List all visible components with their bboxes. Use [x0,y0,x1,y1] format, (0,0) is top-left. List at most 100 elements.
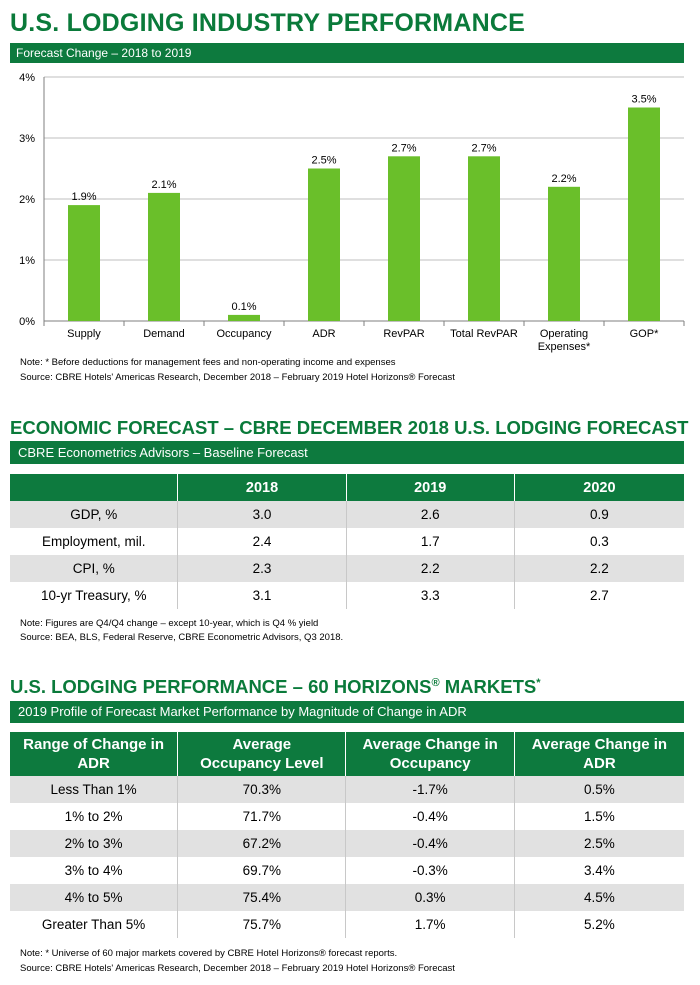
table-cell: 71.7% [177,803,346,830]
header-cell: Range of Change in ADR [10,732,178,776]
header-line: Average [232,736,292,753]
x-tick-label: Expenses* [538,341,591,353]
table-cell: 1.7 [345,528,515,555]
x-tick-label: Occupancy [216,328,272,340]
table-row: 2% to 3% 67.2% -0.4% 2.5% [10,830,684,857]
header-cell: 2020 [513,474,684,501]
section3-source: Source: CBRE Hotels' Americas Research, … [20,963,455,974]
economic-forecast-table: 2018 2019 2020 GDP, % 3.0 2.6 0.9 Employment, m… [10,474,684,609]
table-cell: 67.2% [177,830,346,857]
table-cell: 1.7% [345,911,515,938]
section2-source: Source: BEA, BLS, Federal Reserve, CBRE … [20,632,344,643]
table-cell: 3.0 [177,501,347,528]
header-cell: Average Change in ADR [513,732,684,776]
section3-note: Note: * Universe of 60 major markets cov… [20,948,398,959]
header-line: Average Change in [531,736,668,753]
header-cell: 2018 [177,474,347,501]
header-cell [10,474,178,501]
markets-performance-table: Range of Change in ADR Average Occupancy Le… [10,732,684,938]
section1-subtitle-band: Forecast Change – 2018 to 2019 [10,43,684,63]
table-cell: 3.1 [177,582,347,609]
table-cell: 69.7% [177,857,346,884]
table-cell: 0.9 [513,501,684,528]
y-tick-label: 3% [19,133,35,145]
section3-subtitle-band: 2019 Profile of Forecast Market Performa… [10,701,684,723]
table-cell: 2.7 [513,582,684,609]
table-cell: 5.2% [513,911,684,938]
header-cell: Average Change in Occupancy [345,732,515,776]
header-cell: 2019 [345,474,515,501]
table-cell: 3% to 4% [64,863,123,878]
section3-title: U.S. LODGING PERFORMANCE – 60 HORIZONS® … [10,676,541,698]
data-label: 2.5% [311,155,336,167]
table-cell: Greater Than 5% [41,917,146,932]
table-cell: Less Than 1% [50,782,137,797]
section2-subtitle: CBRE Econometrics Advisors – Baseline Fo… [18,445,308,460]
data-label: 1.9% [71,191,96,203]
section1-source: Source: CBRE Hotels' Americas Research, … [20,372,455,383]
header-line: ADR [77,755,110,772]
registered-mark: ® [431,676,440,689]
header-line: Occupancy [389,755,471,772]
table-cell: 10-yr Treasury, % [40,588,147,603]
section3-title-main: U.S. LODGING PERFORMANCE – 60 HORIZONS [10,676,432,697]
section3-title-end: MARKETS [439,676,537,697]
section3-subtitle: 2019 Profile of Forecast Market Performa… [18,704,467,719]
header-row: Range of Change in ADR Average Occupancy Le… [10,732,684,776]
table-cell: 3.4% [513,857,684,884]
table-cell: 75.7% [177,911,346,938]
table-cell: 75.4% [177,884,346,911]
section2-title: ECONOMIC FORECAST – CBRE DECEMBER 2018 U… [10,417,689,438]
header-line: ADR [583,755,616,772]
table-row: 3% to 4% 69.7% -0.3% 3.4% [10,857,684,884]
section2-subtitle-band: CBRE Econometrics Advisors – Baseline Fo… [10,441,684,464]
data-label: 3.5% [631,94,656,106]
bar [148,192,180,321]
table-cell: -0.3% [345,857,515,884]
table-row: 10-yr Treasury, % 3.1 3.3 2.7 [10,582,684,609]
x-tick-label: Total RevPAR [450,328,518,340]
bar [388,156,420,321]
table-cell: 2.2 [513,555,684,582]
table-cell: 2.5% [513,830,684,857]
table-cell: 2% to 3% [64,836,123,851]
table-row: GDP, % 3.0 2.6 0.9 [10,501,684,528]
table-row: Employment, mil. 2.4 1.7 0.3 [10,528,684,555]
table-cell: 4% to 5% [64,890,123,905]
y-tick-label: 1% [19,255,35,267]
bar [228,314,260,321]
table-cell: 0.5% [513,776,684,803]
table-cell: 3.3 [345,582,515,609]
bar [628,107,660,321]
header-line: Average Change in [362,736,498,753]
table-row: CPI, % 2.3 2.2 2.2 [10,555,684,582]
data-label: 0.1% [231,301,256,313]
table-cell: 0.3% [345,884,515,911]
x-tick-label: RevPAR [383,328,424,340]
title-asterisk: * [536,676,541,689]
table-cell: 70.3% [177,776,346,803]
section1-subtitle: Forecast Change – 2018 to 2019 [16,46,192,60]
table-row: Greater Than 5% 75.7% 1.7% 5.2% [10,911,684,938]
table-row: 4% to 5% 75.4% 0.3% 4.5% [10,884,684,911]
x-tick-label: Operating [540,328,588,340]
bar [68,205,100,321]
table-cell: 1.5% [513,803,684,830]
header-line: Range of Change in [23,736,164,753]
section2-note: Note: Figures are Q4/Q4 change – except … [20,618,319,629]
table-cell: 2.2 [345,555,515,582]
header-line: Occupancy Level [200,755,324,772]
table-cell: Employment, mil. [41,534,146,549]
table-cell: 1% to 2% [64,809,123,824]
bar [308,168,340,321]
bar [468,156,500,321]
table-cell: -1.7% [345,776,515,803]
bar [548,186,580,321]
table-cell: 2.4 [177,528,347,555]
table-cell: 2.3 [177,555,347,582]
x-tick-label: Demand [143,328,185,340]
chart-area: 0% 1% 2% 3% 4% 1.9% Supply 2.1% Demand 0.1% Occupa… [19,72,685,353]
table-cell: CPI, % [72,561,115,576]
table-row: 1% to 2% 71.7% -0.4% 1.5% [10,803,684,830]
x-tick-label: ADR [312,328,335,340]
